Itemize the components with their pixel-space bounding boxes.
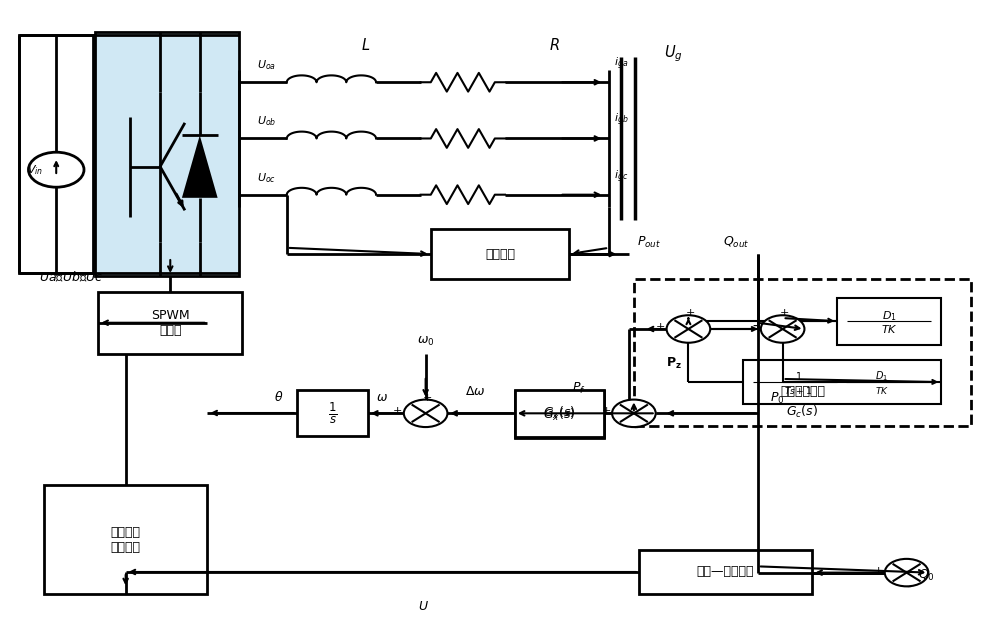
Text: +: + xyxy=(393,406,403,417)
Text: $Ts+1$: $Ts+1$ xyxy=(784,385,813,396)
Text: +: + xyxy=(780,308,789,318)
Bar xyxy=(639,550,812,594)
Text: $G_x(s)$: $G_x(s)$ xyxy=(543,407,576,423)
Text: $P_{out}$: $P_{out}$ xyxy=(637,235,661,250)
Text: -: - xyxy=(633,422,638,436)
Bar xyxy=(297,389,368,436)
Circle shape xyxy=(612,399,656,427)
Circle shape xyxy=(667,315,710,342)
Text: $TK$: $TK$ xyxy=(875,385,889,396)
Text: $i_{gb}$: $i_{gb}$ xyxy=(614,112,629,128)
Text: $U_{oa}$: $U_{oa}$ xyxy=(257,58,277,72)
Text: 无功—电压环路: 无功—电压环路 xyxy=(697,565,754,579)
Text: $Ua$、$Ub$、$Uc$: $Ua$、$Ub$、$Uc$ xyxy=(39,270,103,284)
Text: $Q_{out}$: $Q_{out}$ xyxy=(723,235,750,250)
Text: $\theta$: $\theta$ xyxy=(274,390,284,404)
Circle shape xyxy=(885,559,928,586)
Text: 动态阻尼环节: 动态阻尼环节 xyxy=(780,385,825,398)
Bar xyxy=(837,298,941,344)
Text: $U_g$: $U_g$ xyxy=(664,44,682,65)
Text: $\Delta\omega$: $\Delta\omega$ xyxy=(465,385,486,398)
Text: +: + xyxy=(423,392,432,403)
Bar xyxy=(98,292,242,354)
Bar xyxy=(95,32,239,276)
Text: $U_{oc}$: $U_{oc}$ xyxy=(257,171,276,185)
Text: $U$: $U$ xyxy=(418,600,429,613)
Bar xyxy=(19,35,93,273)
Text: $D_1$: $D_1$ xyxy=(875,370,888,384)
Text: 功率计算: 功率计算 xyxy=(485,248,515,261)
Bar xyxy=(743,360,941,404)
Text: $1$: $1$ xyxy=(795,370,802,382)
Text: $\omega_0$: $\omega_0$ xyxy=(417,335,434,348)
Text: $L$: $L$ xyxy=(361,37,371,53)
Text: $\frac{1}{s}$: $\frac{1}{s}$ xyxy=(328,400,337,425)
Text: $i_{ga}$: $i_{ga}$ xyxy=(614,56,628,72)
Text: $P_f$: $P_f$ xyxy=(572,381,586,396)
Text: $\mathbf{P_z}$: $\mathbf{P_z}$ xyxy=(666,356,681,371)
Text: $G_c(s)$: $G_c(s)$ xyxy=(786,404,818,420)
Text: 参考电压
生成模块: 参考电压 生成模块 xyxy=(111,526,141,554)
Bar xyxy=(515,391,604,438)
Text: -: - xyxy=(752,320,757,334)
Text: +: + xyxy=(656,322,665,332)
Text: $G_x(s)$: $G_x(s)$ xyxy=(543,405,576,422)
Polygon shape xyxy=(182,135,218,198)
Text: $P_0$: $P_0$ xyxy=(770,391,784,406)
Text: +: + xyxy=(874,566,884,576)
Text: $Q_0$: $Q_0$ xyxy=(918,568,935,583)
Text: +: + xyxy=(601,406,611,417)
Text: -: - xyxy=(906,581,911,595)
Bar xyxy=(44,485,207,594)
Text: $TK$: $TK$ xyxy=(881,323,898,335)
Text: +: + xyxy=(686,308,695,318)
Bar xyxy=(515,390,604,437)
Text: $D_1$: $D_1$ xyxy=(882,310,897,323)
Bar xyxy=(431,229,569,279)
Text: SPWM
生成器: SPWM 生成器 xyxy=(151,309,190,337)
Text: $U_{ob}$: $U_{ob}$ xyxy=(257,115,277,128)
Text: $\omega$: $\omega$ xyxy=(376,391,388,404)
Circle shape xyxy=(761,315,804,342)
Text: $V_{in}$: $V_{in}$ xyxy=(27,163,43,177)
Bar xyxy=(634,279,971,426)
Circle shape xyxy=(404,399,447,427)
Text: $i_{gc}$: $i_{gc}$ xyxy=(614,168,628,185)
Circle shape xyxy=(28,152,84,187)
Text: $R$: $R$ xyxy=(549,37,560,53)
